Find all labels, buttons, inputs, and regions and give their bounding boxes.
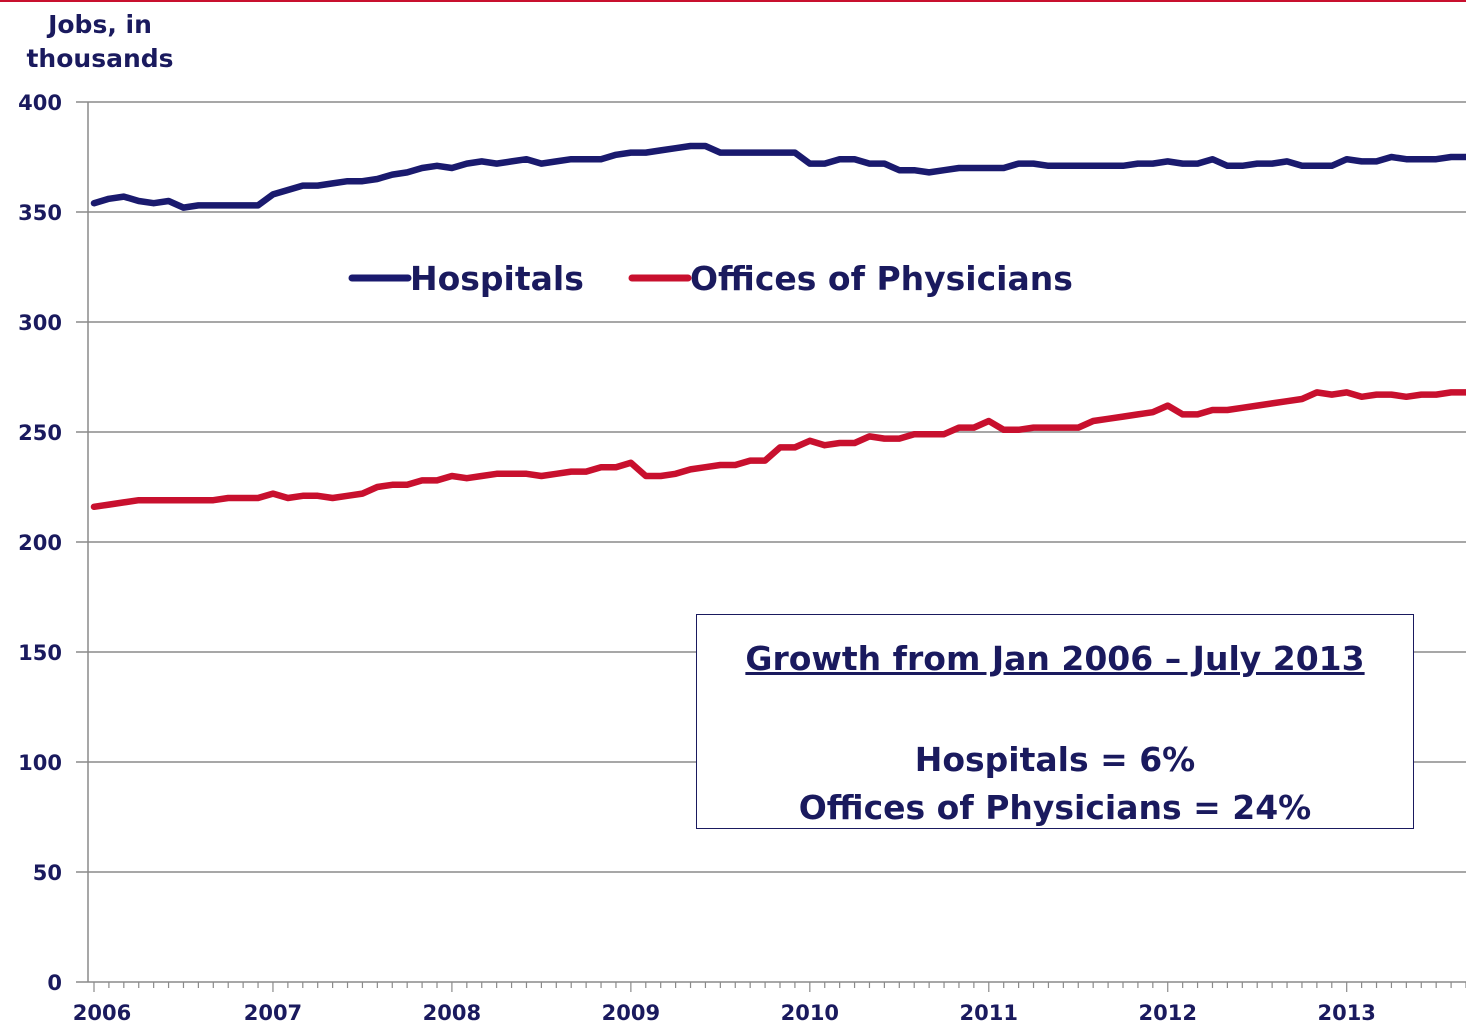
growth-callout-box: Growth from Jan 2006 – July 2013 Hospita… [696, 614, 1414, 829]
axes: 0 50 100 150 200 250 300 350 400 2006 2007 2008 2009… [18, 91, 1466, 1025]
x-tick-label: 2006 [73, 1001, 131, 1025]
y-tick-label: 300 [18, 311, 62, 335]
x-tick-label: 2009 [602, 1001, 660, 1025]
x-tick-label: 2012 [1139, 1001, 1197, 1025]
y-tick-label: 150 [18, 641, 62, 665]
physicians-line [90, 389, 1466, 511]
y-tick-label: 50 [33, 861, 62, 885]
legend-label-physicians: Offices of Physicians [690, 259, 1073, 298]
y-tick-label: 100 [18, 751, 62, 775]
callout-hospitals-growth: Hospitals = 6% [914, 740, 1196, 779]
legend-label-hospitals: Hospitals [410, 259, 584, 298]
series-lines [90, 142, 1466, 511]
grid [76, 101, 1466, 983]
x-tick-label: 2010 [781, 1001, 839, 1025]
callout-title: Growth from Jan 2006 – July 2013 [745, 639, 1365, 678]
legend: Hospitals Offices of Physicians [348, 259, 1073, 298]
y-tick-label: 200 [18, 531, 62, 555]
y-tick-label: 0 [47, 971, 62, 995]
callout-physicians-growth: Offices of Physicians = 24% [798, 788, 1312, 827]
y-tick-label: 250 [18, 421, 62, 445]
y-tick-label: 400 [18, 91, 62, 115]
callout-body: Hospitals = 6% Offices of Physicians = 2… [697, 736, 1413, 832]
x-tick-label: 2011 [960, 1001, 1018, 1025]
hospitals-line [90, 142, 1466, 211]
x-tick-label: 2007 [244, 1001, 302, 1025]
x-tick-label: 2013 [1317, 1001, 1375, 1025]
top-rule [0, 0, 1466, 2]
y-tick-label: 350 [18, 201, 62, 225]
x-tick-label: 2008 [423, 1001, 481, 1025]
y-axis-label: Jobs, in thousands [26, 10, 174, 73]
